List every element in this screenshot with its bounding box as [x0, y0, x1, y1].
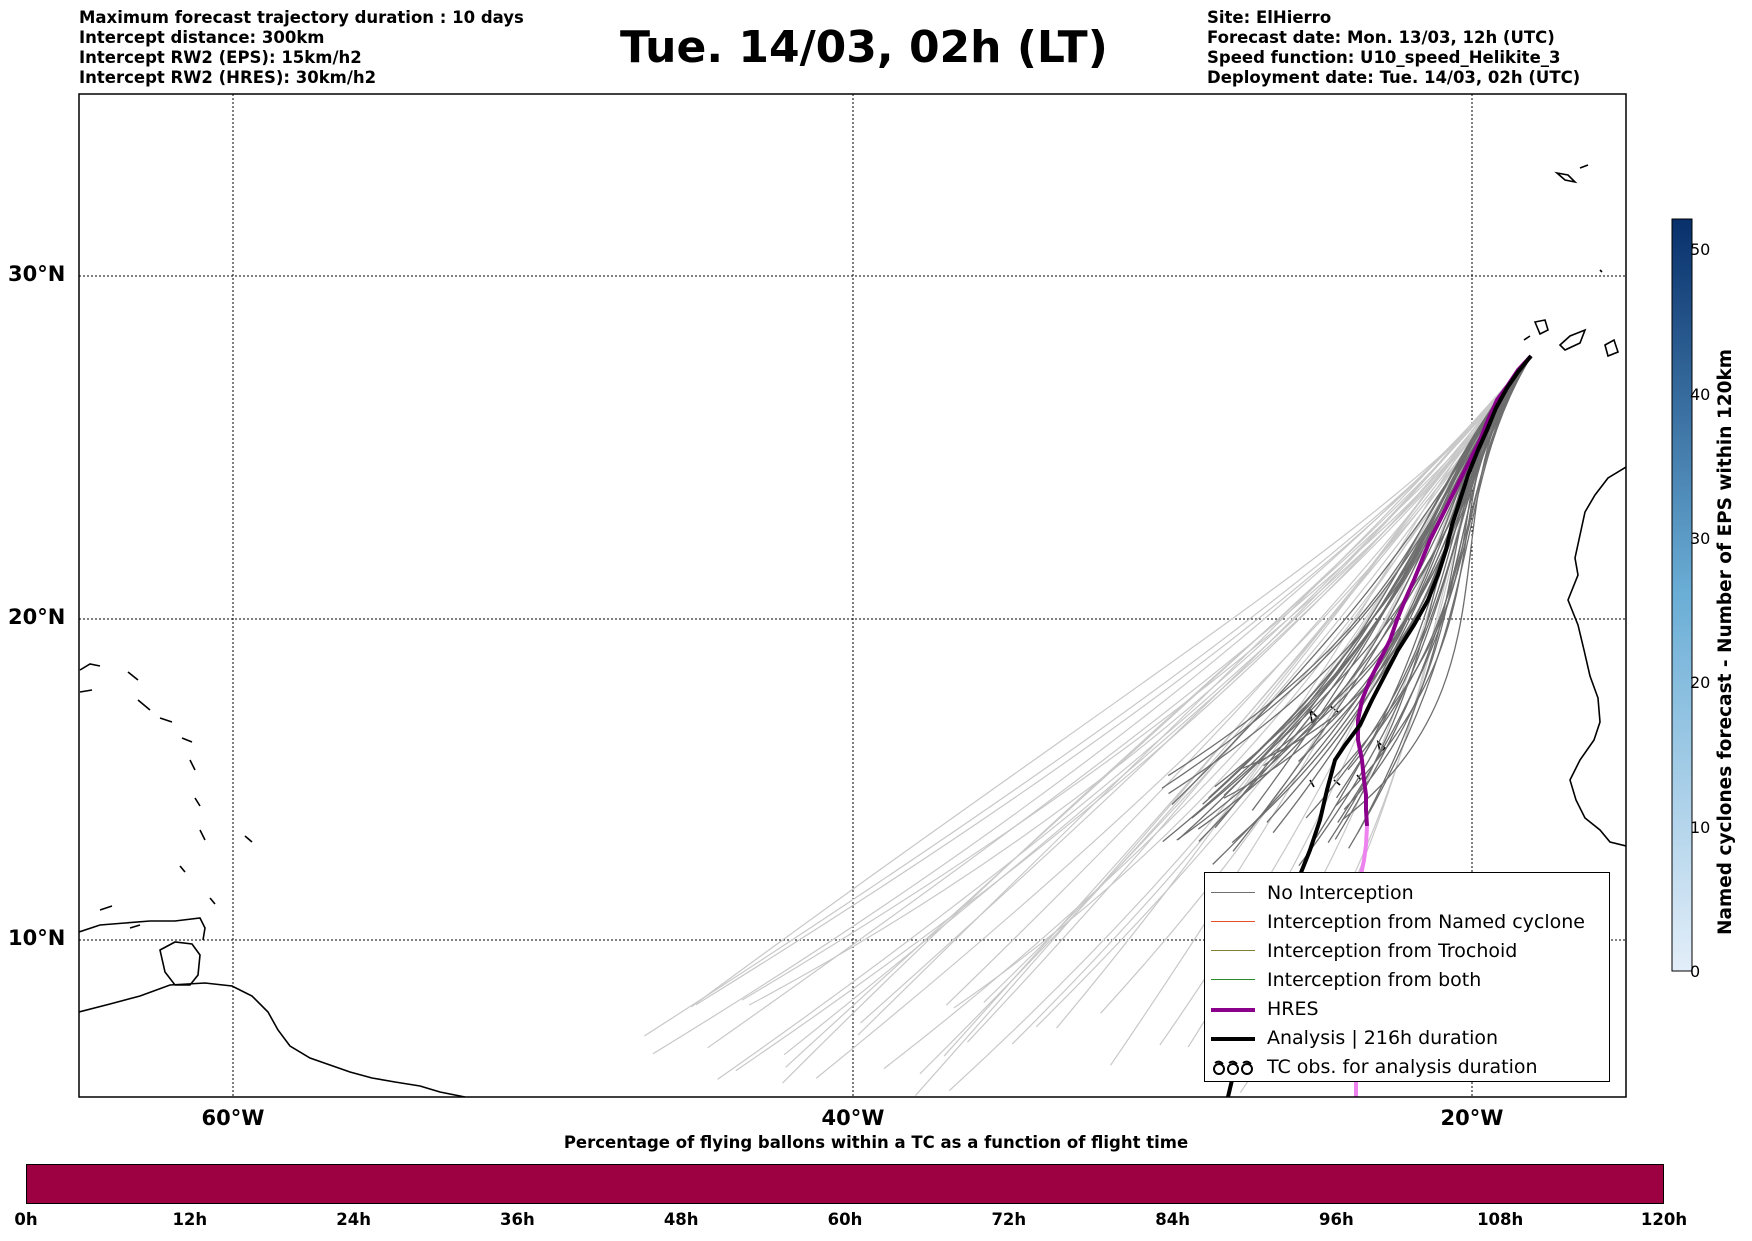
- bottom-bar-tick: 48h: [663, 1210, 699, 1229]
- legend-swatch: [1211, 979, 1255, 980]
- cyclone-symbols-icon: [1213, 1060, 1253, 1075]
- header-right-info: Site: ElHierro Forecast date: Mon. 13/03…: [1207, 8, 1580, 88]
- bottom-bar-tick: 72h: [991, 1210, 1027, 1229]
- eps-trajectory-line: [1056, 355, 1532, 1029]
- legend-item: Interception from Trochoid: [1205, 937, 1609, 965]
- bottom-bar-tick: 0h: [14, 1210, 38, 1229]
- header-left-line: Maximum forecast trajectory duration : 1…: [79, 8, 524, 27]
- colorbar-tick: 30: [1690, 529, 1711, 548]
- legend-swatch: [1211, 921, 1255, 922]
- bottom-bar-tick: 60h: [827, 1210, 863, 1229]
- legend-item: Analysis | 216h duration: [1205, 1024, 1609, 1052]
- legend-swatch: [1211, 950, 1255, 951]
- legend-item: TC obs. for analysis duration: [1205, 1053, 1609, 1081]
- legend-swatch: [1211, 892, 1255, 893]
- colorbar-tick: 20: [1690, 673, 1711, 692]
- lat-label: 30°N: [8, 262, 66, 286]
- colorbar-title: Named cyclones forecast - Number of EPS …: [1715, 348, 1736, 935]
- legend-item: No Interception: [1205, 879, 1609, 907]
- bottom-bar-tick: 84h: [1155, 1210, 1190, 1229]
- eps-trajectory-line: [967, 355, 1532, 1043]
- header-right-line: Site: ElHierro: [1207, 8, 1332, 27]
- legend-label: Interception from both: [1267, 969, 1482, 991]
- header-left-info: Maximum forecast trajectory duration : 1…: [79, 8, 524, 88]
- madeira-islands: [1554, 164, 1603, 273]
- bottom-bar-tick: 108h: [1477, 1210, 1524, 1229]
- map-frame: [78, 93, 1627, 1098]
- lon-label: 60°W: [201, 1106, 265, 1130]
- colorbar-gradient: [1671, 218, 1693, 972]
- legend-swatch: [1211, 1037, 1255, 1041]
- colorbar-tick: 10: [1690, 818, 1711, 837]
- header-left-line: Intercept distance: 300km: [79, 28, 325, 47]
- legend-item: Interception from Named cyclone: [1205, 908, 1609, 936]
- bottom-bar-tick: 24h: [336, 1210, 371, 1229]
- legend-label: Interception from Trochoid: [1267, 940, 1518, 962]
- legend-label: HRES: [1267, 998, 1319, 1020]
- colorbar-tick: 50: [1690, 240, 1711, 259]
- caribbean-islands: [79, 663, 253, 929]
- page-title: Tue. 14/03, 02h (LT): [620, 22, 1108, 73]
- hres-line: [1356, 354, 1533, 827]
- colorbar-tick: 0: [1690, 962, 1701, 981]
- legend-label: Analysis | 216h duration: [1267, 1027, 1499, 1049]
- legend-label: TC obs. for analysis duration: [1267, 1056, 1538, 1078]
- colorbar-tick: 40: [1690, 385, 1711, 404]
- bottom-bar-title: Percentage of flying ballons within a TC…: [563, 1133, 1189, 1152]
- flight-time-percentage-bar: [26, 1164, 1664, 1204]
- eps-trajectory-line: [695, 355, 1532, 1006]
- trinidad-coast: [159, 941, 201, 986]
- bottom-bar-tick: 36h: [500, 1210, 535, 1229]
- eps-trajectory-line: [1242, 355, 1532, 769]
- legend-item: Interception from both: [1205, 966, 1609, 994]
- legend-label: Interception from Named cyclone: [1267, 911, 1585, 933]
- legend-label: No Interception: [1267, 882, 1414, 904]
- eps-trajectory-line: [1347, 355, 1532, 771]
- south-america-coast: [79, 982, 466, 1097]
- legend-swatch: [1211, 1008, 1255, 1012]
- bottom-bar-tick: 120h: [1640, 1210, 1688, 1229]
- eps-trajectory-line: [691, 355, 1532, 1008]
- bottom-bar-tick: 12h: [172, 1210, 208, 1229]
- lon-label: 40°W: [821, 1106, 885, 1130]
- lat-label: 10°N: [8, 926, 66, 950]
- header-left-line: Intercept RW2 (HRES): 30km/h2: [79, 68, 377, 87]
- canary-islands: [1523, 319, 1619, 358]
- lon-label: 20°W: [1440, 1106, 1504, 1130]
- header-left-line: Intercept RW2 (EPS): 15km/h2: [79, 48, 362, 67]
- header-right-line: Speed function: U10_speed_Helikite_3: [1207, 48, 1561, 67]
- header-right-line: Deployment date: Tue. 14/03, 02h (UTC): [1207, 68, 1581, 87]
- header-right-line: Forecast date: Mon. 13/03, 12h (UTC): [1207, 28, 1555, 47]
- legend-item: HRES: [1205, 995, 1609, 1023]
- map-gridlines: [79, 94, 1626, 1097]
- legend: No Interception Interception from Named …: [1204, 872, 1610, 1082]
- africa-coast: [1567, 466, 1626, 847]
- bottom-bar-tick: 96h: [1319, 1210, 1354, 1229]
- coastlines: [79, 164, 1626, 1097]
- lat-label: 20°N: [8, 605, 66, 629]
- eps-trajectory-line: [652, 355, 1532, 1055]
- venezuela-coast: [79, 917, 206, 941]
